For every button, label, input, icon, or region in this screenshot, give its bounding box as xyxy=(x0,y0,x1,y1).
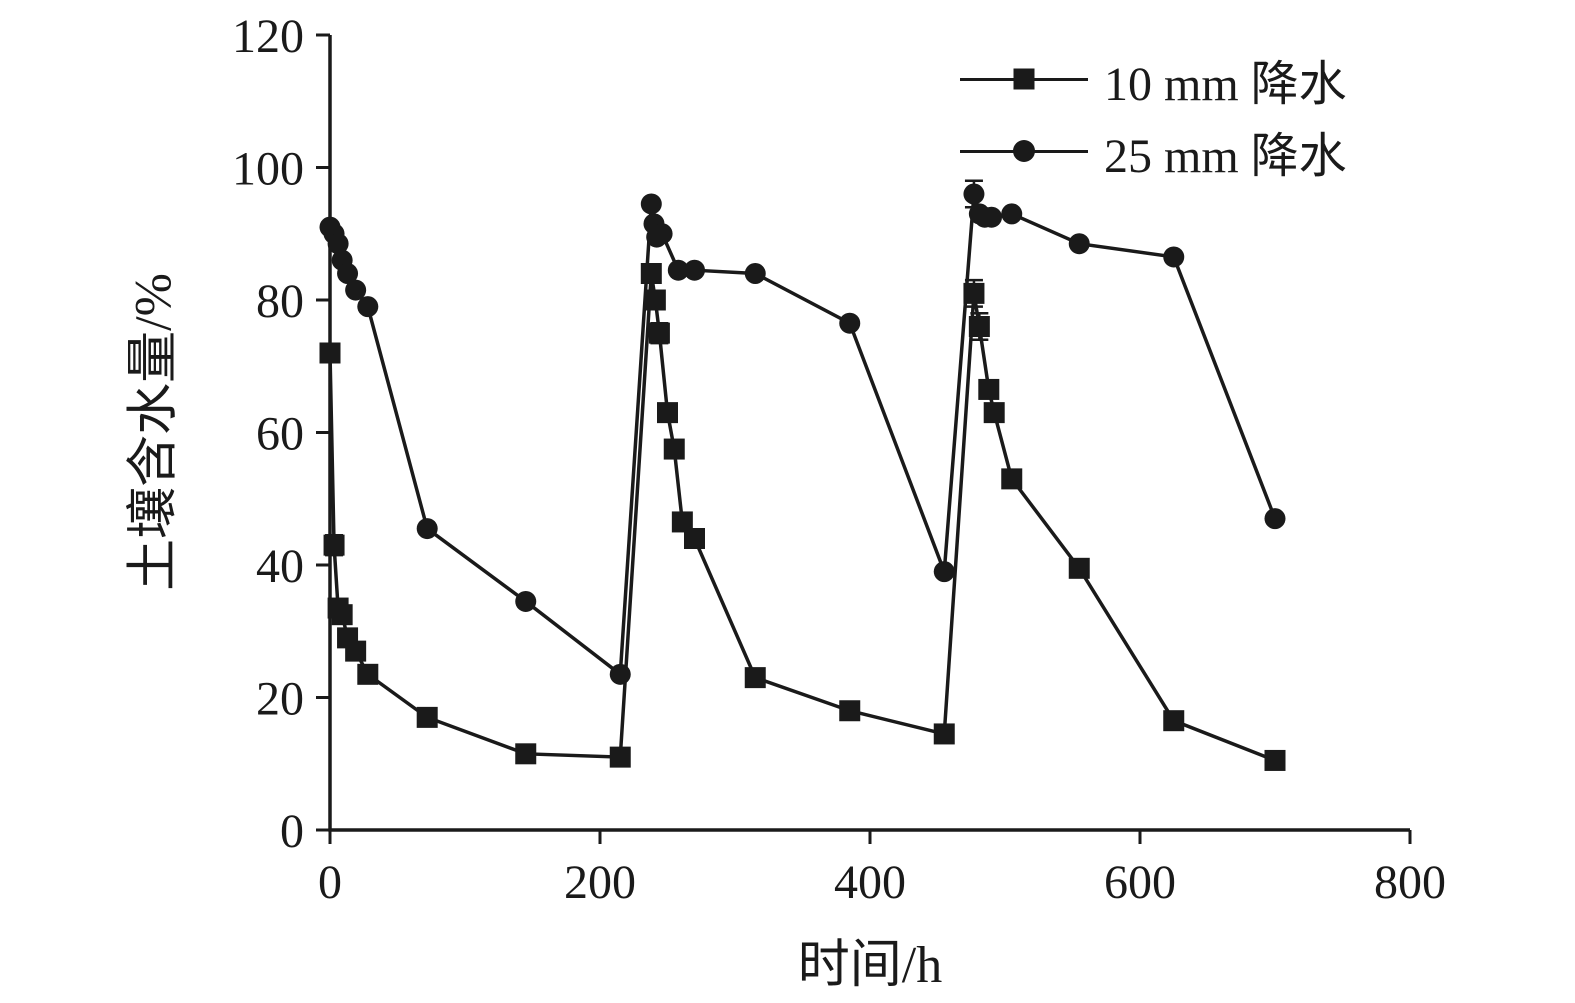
x-tick-label: 800 xyxy=(1374,856,1446,909)
circle-marker-icon xyxy=(1013,140,1035,162)
y-tick-label: 80 xyxy=(256,275,304,328)
square-marker-icon xyxy=(357,663,379,685)
circle-marker-icon xyxy=(609,663,631,685)
circle-marker-icon xyxy=(839,312,861,334)
legend: 10 mm 降水 25 mm 降水 xyxy=(960,48,1347,183)
square-marker-icon xyxy=(1264,749,1286,771)
square-marker-icon xyxy=(640,263,662,284)
legend-item-25mm: 25 mm 降水 xyxy=(960,120,1347,183)
square-marker-icon xyxy=(1001,468,1023,490)
circle-marker-icon xyxy=(337,263,359,284)
circle-marker-icon xyxy=(327,233,349,255)
circle-marker-icon xyxy=(963,183,985,205)
y-tick-label: 0 xyxy=(280,805,304,858)
square-marker-icon xyxy=(839,700,861,722)
circle-marker-icon xyxy=(357,296,379,318)
square-marker-icon xyxy=(671,511,693,533)
legend-line-25mm xyxy=(960,140,1088,162)
y-tick-label: 120 xyxy=(232,10,304,63)
legend-label-10mm: 10 mm 降水 xyxy=(1104,58,1347,111)
circle-marker-icon xyxy=(416,518,438,540)
square-marker-icon xyxy=(983,402,1005,424)
square-marker-icon xyxy=(968,316,990,337)
y-axis-label: 土壤含水量/% xyxy=(125,273,183,591)
square-marker-icon xyxy=(644,289,666,311)
legend-label-25mm: 25 mm 降水 xyxy=(1104,130,1347,183)
square-marker-icon xyxy=(319,342,341,364)
circle-marker-icon xyxy=(1264,508,1286,530)
square-marker-icon xyxy=(1163,710,1185,732)
x-tick-label: 200 xyxy=(564,856,636,909)
square-marker-icon xyxy=(963,282,985,304)
legend-line-10mm xyxy=(960,68,1088,90)
circle-marker-icon xyxy=(640,193,662,215)
series-25mm xyxy=(319,179,1286,685)
square-marker-icon xyxy=(609,746,631,768)
square-marker-icon xyxy=(684,528,705,549)
circle-marker-icon xyxy=(744,263,766,284)
circle-marker-icon xyxy=(345,279,367,301)
square-marker-icon xyxy=(663,438,685,460)
square-marker-icon xyxy=(657,402,678,424)
square-marker-icon xyxy=(933,723,955,745)
square-marker-icon xyxy=(978,378,1000,400)
square-marker-icon xyxy=(331,604,353,626)
square-marker-icon xyxy=(1013,68,1035,90)
circle-marker-icon xyxy=(667,259,689,281)
square-marker-icon xyxy=(1068,557,1090,579)
square-marker-icon xyxy=(515,743,537,765)
series-line xyxy=(328,193,1277,678)
x-tick-label: 600 xyxy=(1104,856,1176,909)
square-marker-icon xyxy=(345,640,367,662)
x-axis-label: 时间/h xyxy=(797,937,943,994)
y-tick-label: 60 xyxy=(256,408,304,461)
series-10mm xyxy=(319,263,1286,771)
circle-marker-icon xyxy=(651,223,673,245)
x-tick-label: 0 xyxy=(318,856,342,909)
y-tick-label: 20 xyxy=(256,673,304,726)
circle-marker-icon xyxy=(1068,233,1090,255)
legend-item-10mm: 10 mm 降水 xyxy=(960,48,1347,111)
circle-marker-icon xyxy=(933,561,955,583)
y-tick-label: 40 xyxy=(256,540,304,593)
circle-marker-icon xyxy=(515,590,537,612)
circle-marker-icon xyxy=(684,259,705,281)
circle-marker-icon xyxy=(981,206,1002,228)
square-marker-icon xyxy=(416,706,438,728)
square-marker-icon xyxy=(744,667,766,689)
square-marker-icon xyxy=(323,534,345,556)
circle-marker-icon xyxy=(1001,203,1023,225)
circle-marker-icon xyxy=(1163,246,1185,268)
series-line xyxy=(328,273,1276,763)
square-marker-icon xyxy=(648,322,670,344)
y-tick-label: 100 xyxy=(232,143,304,196)
x-tick-label: 400 xyxy=(834,856,906,909)
